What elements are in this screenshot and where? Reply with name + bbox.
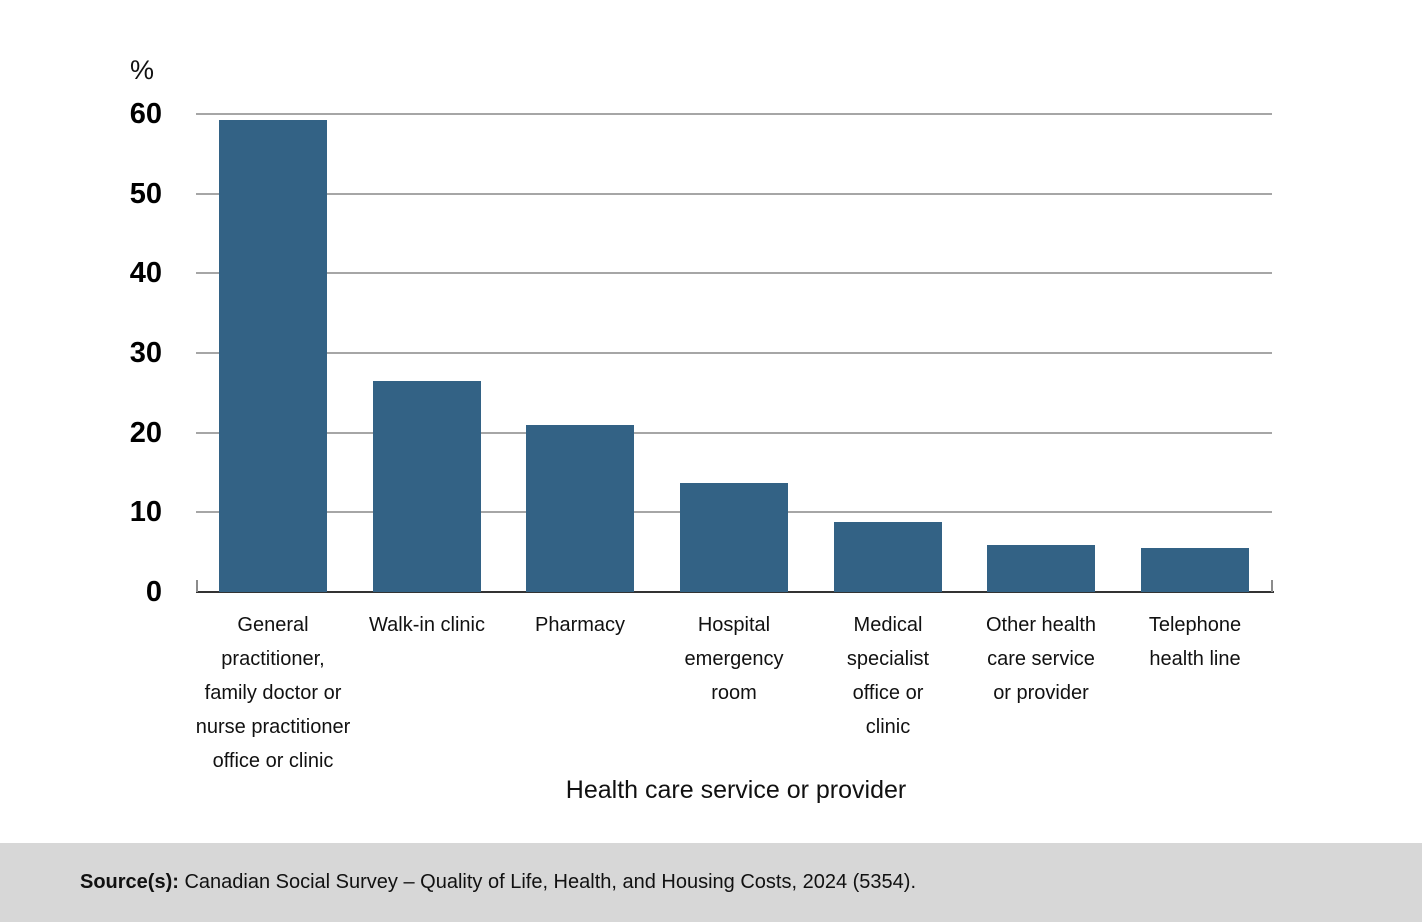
x-category-label-1: General practitioner, family doctor or nurs…: [195, 614, 351, 772]
x-category-label-4: Hospital emergency room: [684, 614, 784, 704]
bar-7: [1141, 548, 1249, 592]
x-axis-title: Health care service or provider: [565, 776, 907, 804]
y-tick-label-10: 10: [129, 496, 162, 529]
bar-2: [373, 381, 481, 592]
y-tick-label-50: 50: [129, 177, 162, 210]
gridline-30: [196, 352, 1272, 354]
y-tick-label-20: 20: [129, 416, 162, 449]
x-axis-left-end-tick: [196, 580, 198, 592]
gridline-20: [196, 431, 1272, 434]
x-category-label-3: Pharmacy: [534, 614, 626, 636]
x-category-label-6: Other health care service or provider: [985, 614, 1097, 704]
bar-5: [834, 522, 942, 592]
y-tick-label-0: 0: [145, 576, 162, 608]
x-category-label-2: Walk-in clinic: [369, 614, 485, 636]
x-axis-right-end-tick: [1271, 580, 1273, 592]
source-label: Source(s):: [80, 871, 179, 893]
source-note: Source(s): Canadian Social Survey – Qual…: [80, 871, 916, 894]
gridline-60: [196, 113, 1272, 115]
bar-4: [680, 483, 788, 592]
y-axis-unit-label: %: [130, 55, 155, 85]
x-axis-line: [196, 591, 1274, 593]
bar-6: [987, 545, 1095, 592]
gridline-50: [196, 192, 1272, 195]
gridline-40: [196, 272, 1272, 275]
x-category-label-5: Medical specialist office or clinic: [846, 614, 930, 738]
y-tick-label-60: 60: [129, 98, 162, 130]
y-tick-label-30: 30: [129, 337, 162, 369]
source-footer: Source(s): Canadian Social Survey – Qual…: [0, 843, 1422, 922]
x-category-label-7: Telephone health line: [1148, 614, 1242, 670]
bar-1: [219, 120, 327, 592]
source-text: Canadian Social Survey – Quality of Life…: [178, 871, 916, 893]
bar-3: [526, 425, 634, 592]
y-tick-label-40: 40: [129, 257, 162, 290]
